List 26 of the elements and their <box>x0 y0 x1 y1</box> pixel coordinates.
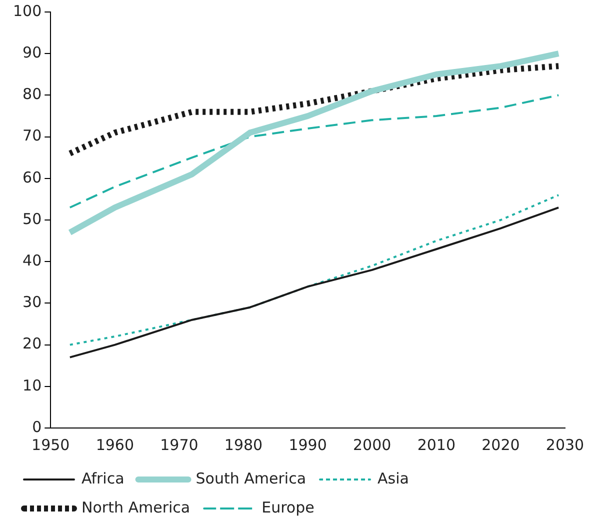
x-tick-label: 2020 <box>482 436 520 454</box>
y-tick-label: 10 <box>22 376 42 394</box>
y-tick-label: 50 <box>22 210 42 228</box>
y-tick-label: 100 <box>12 2 42 20</box>
y-tick-label: 30 <box>22 293 42 312</box>
y-tick-label: 20 <box>22 334 42 353</box>
x-tick-label: 2000 <box>353 436 392 454</box>
x-tick-label: 1950 <box>32 436 70 454</box>
x-tick-label: 1960 <box>96 436 134 454</box>
legend-label: Europe <box>262 498 314 516</box>
line-series <box>68 94 560 209</box>
legend-label: North America <box>82 498 190 516</box>
y-tick-label: 70 <box>22 126 42 145</box>
legend-label: Africa <box>82 469 124 488</box>
legend-label: South America <box>196 469 306 488</box>
x-tick-label: 2010 <box>417 436 456 454</box>
y-tick-label: 0 <box>32 418 42 436</box>
x-tick-label: 2030 <box>546 436 584 454</box>
y-tick-label: 40 <box>22 251 42 270</box>
x-tick-label: 1970 <box>160 436 198 454</box>
y-tick-label: 90 <box>22 43 42 62</box>
y-tick-label: 80 <box>22 85 42 104</box>
x-tick-label: 1990 <box>288 436 327 454</box>
y-tick-label: 60 <box>22 168 42 186</box>
legend-label: Asia <box>378 469 409 488</box>
x-tick-label: 1980 <box>224 436 263 454</box>
